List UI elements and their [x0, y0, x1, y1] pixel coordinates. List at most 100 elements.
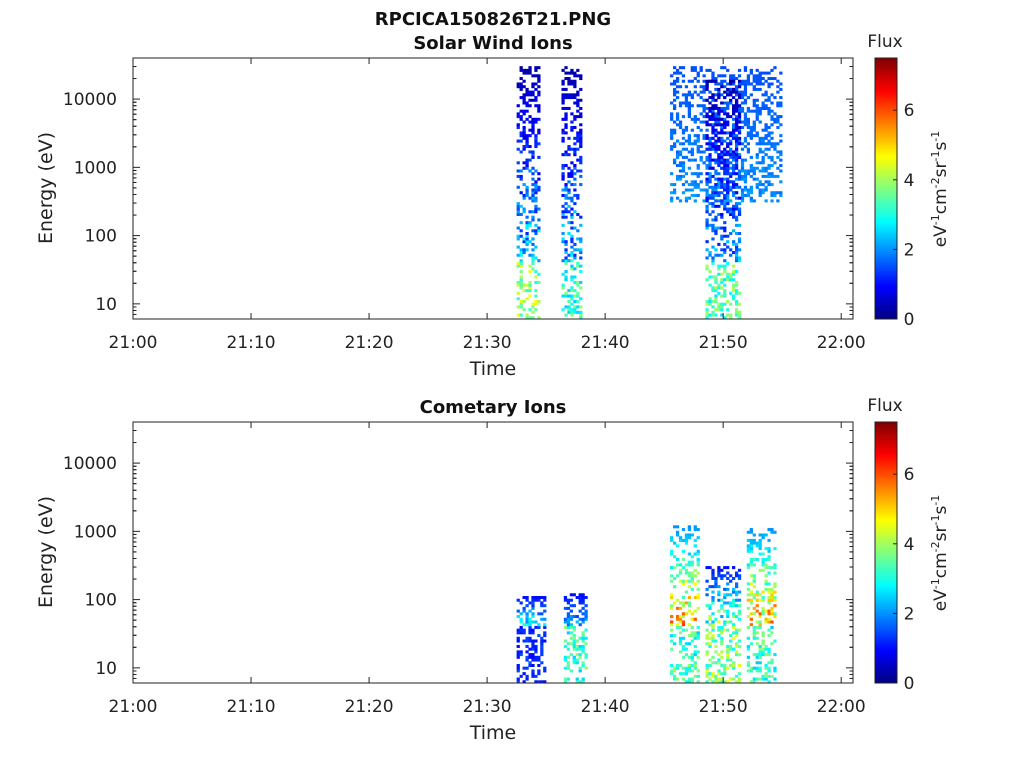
flux-cell — [708, 202, 712, 206]
flux-cell — [749, 109, 753, 113]
flux-cell — [584, 653, 588, 657]
flux-cell — [522, 251, 526, 255]
flux-cell — [746, 587, 751, 591]
flux-cell — [708, 677, 712, 681]
flux-cell — [522, 623, 526, 627]
flux-cell — [732, 112, 736, 116]
flux-cell — [579, 115, 583, 119]
flux-cell — [699, 155, 703, 159]
flux-cell — [714, 661, 718, 665]
flux-cell — [516, 174, 520, 178]
flux-cell — [687, 601, 691, 605]
flux-cell — [732, 251, 736, 255]
flux-cell — [690, 93, 694, 97]
y-tick-label: 10 — [95, 659, 117, 679]
flux-cell — [573, 188, 577, 192]
flux-cell — [519, 109, 523, 113]
flux-cell — [708, 185, 712, 189]
flux-cell — [749, 528, 753, 532]
colorbar-swatch — [875, 134, 897, 137]
flux-cell — [564, 275, 568, 279]
flux-cell — [752, 677, 756, 681]
flux-cell — [675, 563, 680, 567]
flux-cell — [737, 672, 742, 676]
flux-cell — [531, 302, 535, 306]
flux-cell — [714, 232, 718, 236]
flux-cell — [567, 136, 571, 140]
flux-cell — [773, 193, 777, 197]
flux-cell — [705, 310, 709, 314]
flux-cell — [673, 555, 677, 559]
flux-cell — [675, 155, 680, 159]
flux-cell — [572, 639, 576, 643]
flux-cell — [540, 680, 544, 684]
flux-cell — [767, 528, 771, 532]
flux-cell — [537, 280, 541, 284]
flux-cell — [723, 153, 727, 157]
flux-cell — [764, 666, 768, 670]
flux-cell — [711, 576, 715, 580]
flux-cell — [708, 101, 712, 105]
flux-cell — [570, 96, 574, 100]
flux-cell — [779, 150, 783, 154]
flux-cell — [681, 528, 686, 532]
flux-cell — [681, 636, 686, 640]
flux-cell — [732, 77, 736, 81]
flux-cell — [767, 131, 771, 135]
flux-cell — [569, 598, 573, 602]
flux-cell — [522, 109, 526, 113]
flux-cell — [570, 286, 574, 290]
flux-cell — [519, 305, 523, 309]
y-axis-label: Energy (eV) — [35, 496, 57, 608]
colorbar-swatch — [875, 295, 897, 298]
flux-cell — [705, 82, 709, 86]
flux-cell — [537, 226, 541, 230]
flux-cell — [749, 93, 753, 97]
colorbar-swatch — [875, 637, 897, 640]
flux-cell — [525, 164, 529, 168]
flux-cell — [693, 574, 697, 578]
flux-cell — [720, 615, 724, 619]
flux-cell — [693, 661, 697, 665]
flux-cell — [528, 601, 532, 605]
flux-cell — [720, 191, 724, 195]
flux-cell — [752, 104, 756, 108]
flux-cell — [519, 177, 523, 181]
flux-cell — [773, 66, 777, 70]
flux-cell — [678, 174, 683, 178]
flux-cell — [578, 601, 582, 605]
flux-cell — [737, 96, 742, 100]
flux-cell — [726, 183, 730, 187]
flux-cell — [578, 623, 582, 627]
flux-cell — [564, 207, 568, 211]
flux-cell — [690, 555, 694, 559]
y-tick-label: 100 — [85, 591, 117, 611]
flux-cell — [729, 316, 733, 320]
flux-cell — [711, 210, 715, 214]
flux-cell — [729, 275, 733, 279]
flux-cell — [770, 658, 774, 662]
flux-cell — [746, 530, 751, 534]
flux-cell — [749, 541, 753, 545]
flux-cell — [720, 280, 724, 284]
flux-cell — [690, 612, 694, 616]
flux-cell — [578, 647, 582, 651]
flux-cell — [714, 172, 718, 176]
flux-cell — [690, 655, 694, 659]
flux-cell — [705, 79, 709, 83]
flux-cell — [699, 68, 703, 72]
flux-cell — [773, 161, 777, 165]
colorbar-swatch — [875, 498, 897, 501]
flux-cell — [540, 650, 544, 654]
flux-cell — [749, 617, 753, 621]
flux-cell — [726, 234, 730, 238]
flux-cell — [732, 631, 736, 635]
flux-cell — [770, 566, 774, 570]
colorbar-swatch — [875, 635, 897, 638]
flux-cell — [740, 169, 745, 173]
flux-cell — [699, 85, 703, 89]
flux-cell — [717, 628, 721, 632]
flux-cell — [726, 620, 730, 624]
flux-cell — [534, 650, 538, 654]
flux-cell — [579, 280, 583, 284]
